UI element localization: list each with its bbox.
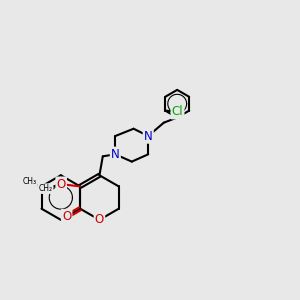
Text: CH₂: CH₂ [38,184,52,193]
Text: CH₃: CH₃ [23,178,37,187]
Text: N: N [144,130,153,142]
Text: N: N [111,148,120,161]
Text: O: O [57,178,66,191]
Text: O: O [95,213,104,226]
Text: O: O [62,210,71,223]
Text: Cl: Cl [172,105,183,118]
